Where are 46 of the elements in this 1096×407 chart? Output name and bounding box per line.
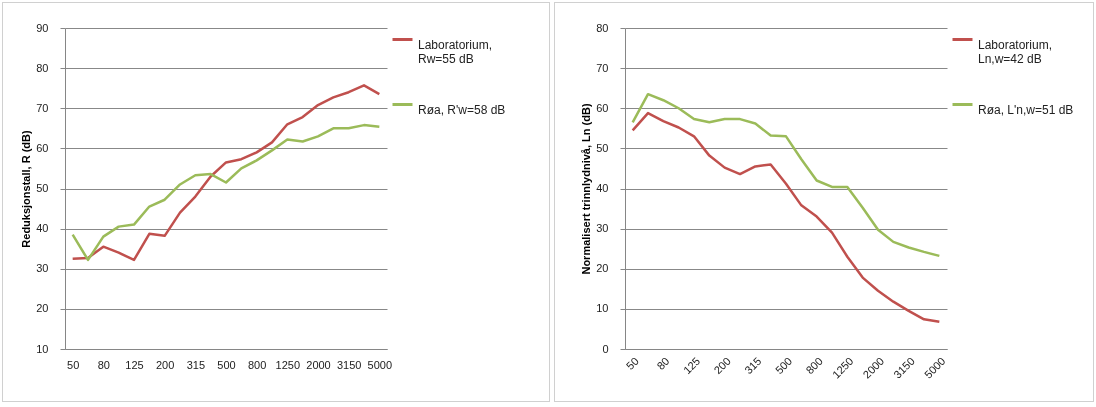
y-tick-label: 10 bbox=[36, 342, 49, 355]
y-tick-label: 40 bbox=[596, 182, 609, 194]
x-tick-label: 500 bbox=[772, 354, 795, 377]
y-tick-label: 40 bbox=[36, 222, 49, 235]
y-tick-label: 90 bbox=[36, 21, 49, 34]
y-tick-label: 60 bbox=[36, 141, 49, 154]
x-tick-label: 2000 bbox=[306, 358, 331, 371]
x-tick-label: 200 bbox=[155, 358, 175, 371]
legend-label: Røa, L'n,w=51 dB bbox=[978, 102, 1074, 117]
x-tick-label: 315 bbox=[186, 358, 206, 371]
y-tick-label: 50 bbox=[36, 182, 49, 194]
y-tick-label: 20 bbox=[36, 302, 49, 315]
x-tick-label: 800 bbox=[803, 354, 825, 377]
y-axis-title: Reduksjonstall, R (dB) bbox=[20, 129, 33, 248]
x-tick-label: 80 bbox=[97, 358, 110, 371]
y-axis-title: Normalisert trinnlydnivå, Ln (dB) bbox=[580, 103, 593, 275]
legend-label: Laboratorium, Ln,w=42 dB bbox=[978, 37, 1053, 66]
x-tick-label: 80 bbox=[654, 354, 672, 372]
y-tick-label: 30 bbox=[596, 222, 609, 235]
y-tick-label: 10 bbox=[596, 302, 609, 315]
line-series bbox=[71, 123, 381, 262]
x-tick-label: 500 bbox=[217, 358, 236, 371]
x-tick-label: 800 bbox=[247, 358, 267, 371]
x-tick-label: 50 bbox=[67, 358, 80, 371]
legend-label: Røa, R'w=58 dB bbox=[418, 102, 506, 117]
x-tick-label: 5000 bbox=[367, 358, 393, 371]
y-tick-label: 50 bbox=[596, 141, 609, 154]
y-tick-label: 30 bbox=[36, 262, 49, 275]
x-tick-label: 125 bbox=[125, 358, 144, 371]
line-series bbox=[631, 111, 941, 323]
y-tick-label: 70 bbox=[36, 101, 49, 114]
y-tick-label: 0 bbox=[602, 342, 609, 355]
legend-label: Laboratorium, Rw=55 dB bbox=[418, 37, 493, 66]
y-tick-label: 80 bbox=[596, 21, 609, 34]
y-tick-label: 60 bbox=[596, 101, 609, 114]
y-tick-label: 70 bbox=[596, 61, 609, 74]
line-series bbox=[631, 92, 941, 258]
x-tick-label: 50 bbox=[623, 354, 641, 372]
x-tick-label: 315 bbox=[742, 354, 764, 377]
x-tick-label: 125 bbox=[680, 354, 703, 377]
line-series bbox=[71, 84, 381, 262]
y-tick-label: 20 bbox=[596, 262, 609, 275]
x-tick-label: 1250 bbox=[275, 358, 301, 371]
x-tick-label: 3150 bbox=[336, 358, 362, 371]
y-tick-label: 80 bbox=[36, 61, 49, 74]
x-tick-label: 200 bbox=[711, 354, 733, 377]
